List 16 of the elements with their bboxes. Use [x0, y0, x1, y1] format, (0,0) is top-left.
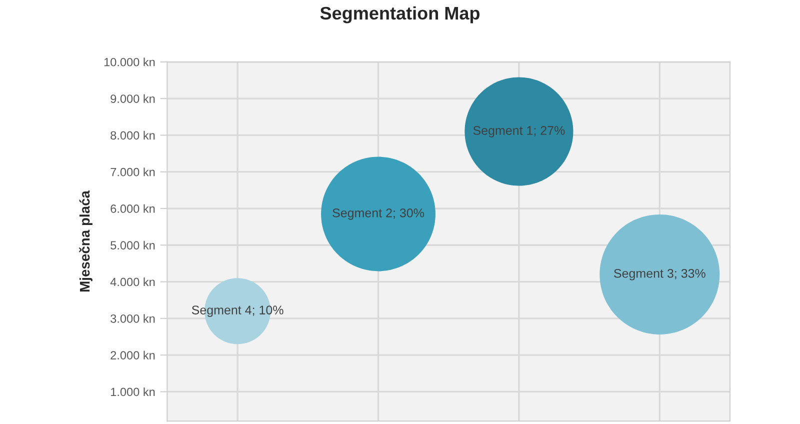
- y-tick-label: 5.000 kn: [110, 240, 155, 250]
- y-tick-label: 8.000 kn: [110, 130, 155, 140]
- data-label: Segment 1; 27%: [473, 126, 565, 138]
- chart-title: Segmentation Map: [320, 6, 480, 24]
- y-tick-label: 3.000 kn: [110, 314, 155, 323]
- data-label: Segment 2; 30%: [332, 208, 424, 220]
- y-tick-label: 2.000 kn: [110, 350, 155, 360]
- y-tick-label: 7.000 kn: [110, 168, 155, 176]
- y-tick-label: 6.000 kn: [110, 204, 155, 213]
- data-label: Segment 3; 33%: [614, 268, 706, 280]
- y-tick-label: 1.000 kn: [111, 387, 155, 396]
- y-tick-label: 4.000 kn: [110, 278, 155, 286]
- y-tick-label: 9.000 kn: [110, 94, 155, 103]
- y-tick-label: 10.000 kn: [104, 58, 155, 66]
- y-axis-title: Mjesečna plaća: [79, 190, 92, 292]
- data-label: Segment 4; 10%: [192, 306, 284, 317]
